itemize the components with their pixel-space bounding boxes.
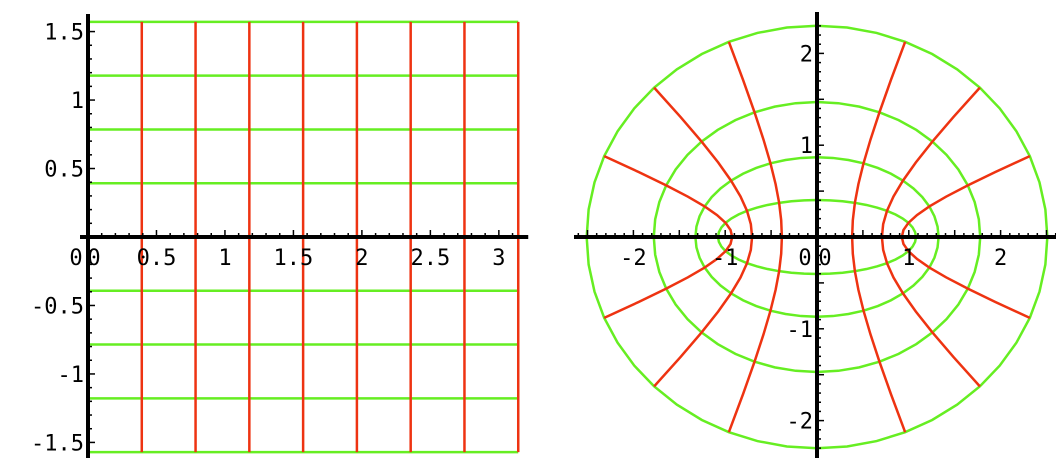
hyperbola-curve xyxy=(603,155,734,238)
x-tick-label: -2 xyxy=(620,246,647,271)
y-tick-label: -1 xyxy=(58,363,85,388)
x-origin-label: 0 xyxy=(818,246,831,271)
x-tick-label: 1.5 xyxy=(274,246,314,271)
hyperbola-curve xyxy=(900,236,1031,319)
y-origin-label: 0 xyxy=(798,246,811,271)
x-tick-label: 3 xyxy=(492,246,505,271)
right-panel-elliptic-grid: 0 0 -2 -1 1 2 2 1 -1 -2 xyxy=(574,12,1056,458)
y-tick-label: 1 xyxy=(71,89,84,114)
y-tick-label: 1.5 xyxy=(44,21,84,46)
y-origin-label: 0 xyxy=(69,246,82,271)
x-tick-label: 1 xyxy=(902,246,915,271)
y-tick-label: -1 xyxy=(787,318,814,343)
hyperbola-curve xyxy=(880,86,981,238)
hyperbola-curve xyxy=(727,236,784,433)
x-tick-label: -1 xyxy=(712,246,739,271)
y-tick-label: 2 xyxy=(800,42,813,67)
hyperbola-curve xyxy=(653,236,754,388)
x-tick-label: 0.5 xyxy=(137,246,177,271)
y-tick-label: 0.5 xyxy=(44,158,84,183)
hyperbola-curve xyxy=(850,236,907,433)
hyperbola-curve xyxy=(850,41,907,238)
x-tick-label: 2.5 xyxy=(411,246,451,271)
x-tick-label: 0 xyxy=(87,246,100,271)
x-tick-label: 1 xyxy=(218,246,231,271)
y-tick-label: -1.5 xyxy=(31,431,84,456)
y-tick-label: 1 xyxy=(800,134,813,159)
hyperbola-curve xyxy=(603,236,734,319)
y-tick-label: -0.5 xyxy=(31,294,84,319)
hyperbola-curve xyxy=(727,41,784,238)
hyperbola-curve xyxy=(653,86,754,238)
hyperbola-curve xyxy=(880,236,981,388)
left-panel-rectangular-grid: 0 0 0.5 1 1.5 2 2.5 3 1.5 1 0.5 -0.5 -1 -1.5 xyxy=(31,14,529,458)
x-tick-label: 2 xyxy=(994,246,1007,271)
hyperbola-curve xyxy=(900,155,1031,238)
y-tick-label: -2 xyxy=(787,410,814,435)
x-tick-label: 2 xyxy=(355,246,368,271)
